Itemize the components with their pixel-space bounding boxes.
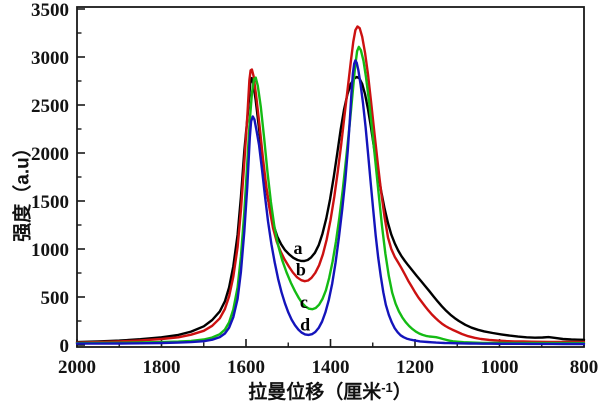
y-tick-label: 0 [60,336,70,357]
y-tick-label: 1500 [31,192,69,213]
curve-label-c: c [300,292,308,312]
curve-label-b: b [296,260,306,280]
x-tick-label: 2000 [58,357,96,378]
y-tick-label: 3500 [31,0,69,21]
x-tick-label: 1200 [396,357,434,378]
x-axis-title-close: ） [392,382,412,403]
y-tick-label: 2500 [31,96,69,117]
curve-label-d: d [300,314,310,334]
y-tick-label: 2000 [31,144,69,165]
x-tick-label: 1000 [481,357,519,378]
spectrum-curve-b [75,25,586,344]
y-tick-label: 1000 [31,240,69,261]
x-axis-title: 拉曼位移（厘米-1） [248,381,412,402]
spectrum-curve-a [75,75,586,344]
x-tick-label: 1600 [227,357,265,378]
y-axis-title: 强度（a.u） [12,138,34,242]
x-axis-title-superscript: -1 [381,380,393,395]
y-tick-label: 500 [41,288,70,309]
y-tick-label: 3000 [31,48,69,69]
x-axis-title-text: 拉曼位移（厘米 [248,382,382,403]
curve-label-a: a [293,238,302,258]
x-tick-label: 1800 [143,357,181,378]
x-tick-label: 800 [570,357,599,378]
x-tick-label: 1400 [312,357,350,378]
spectrum-curve-d [75,59,586,346]
